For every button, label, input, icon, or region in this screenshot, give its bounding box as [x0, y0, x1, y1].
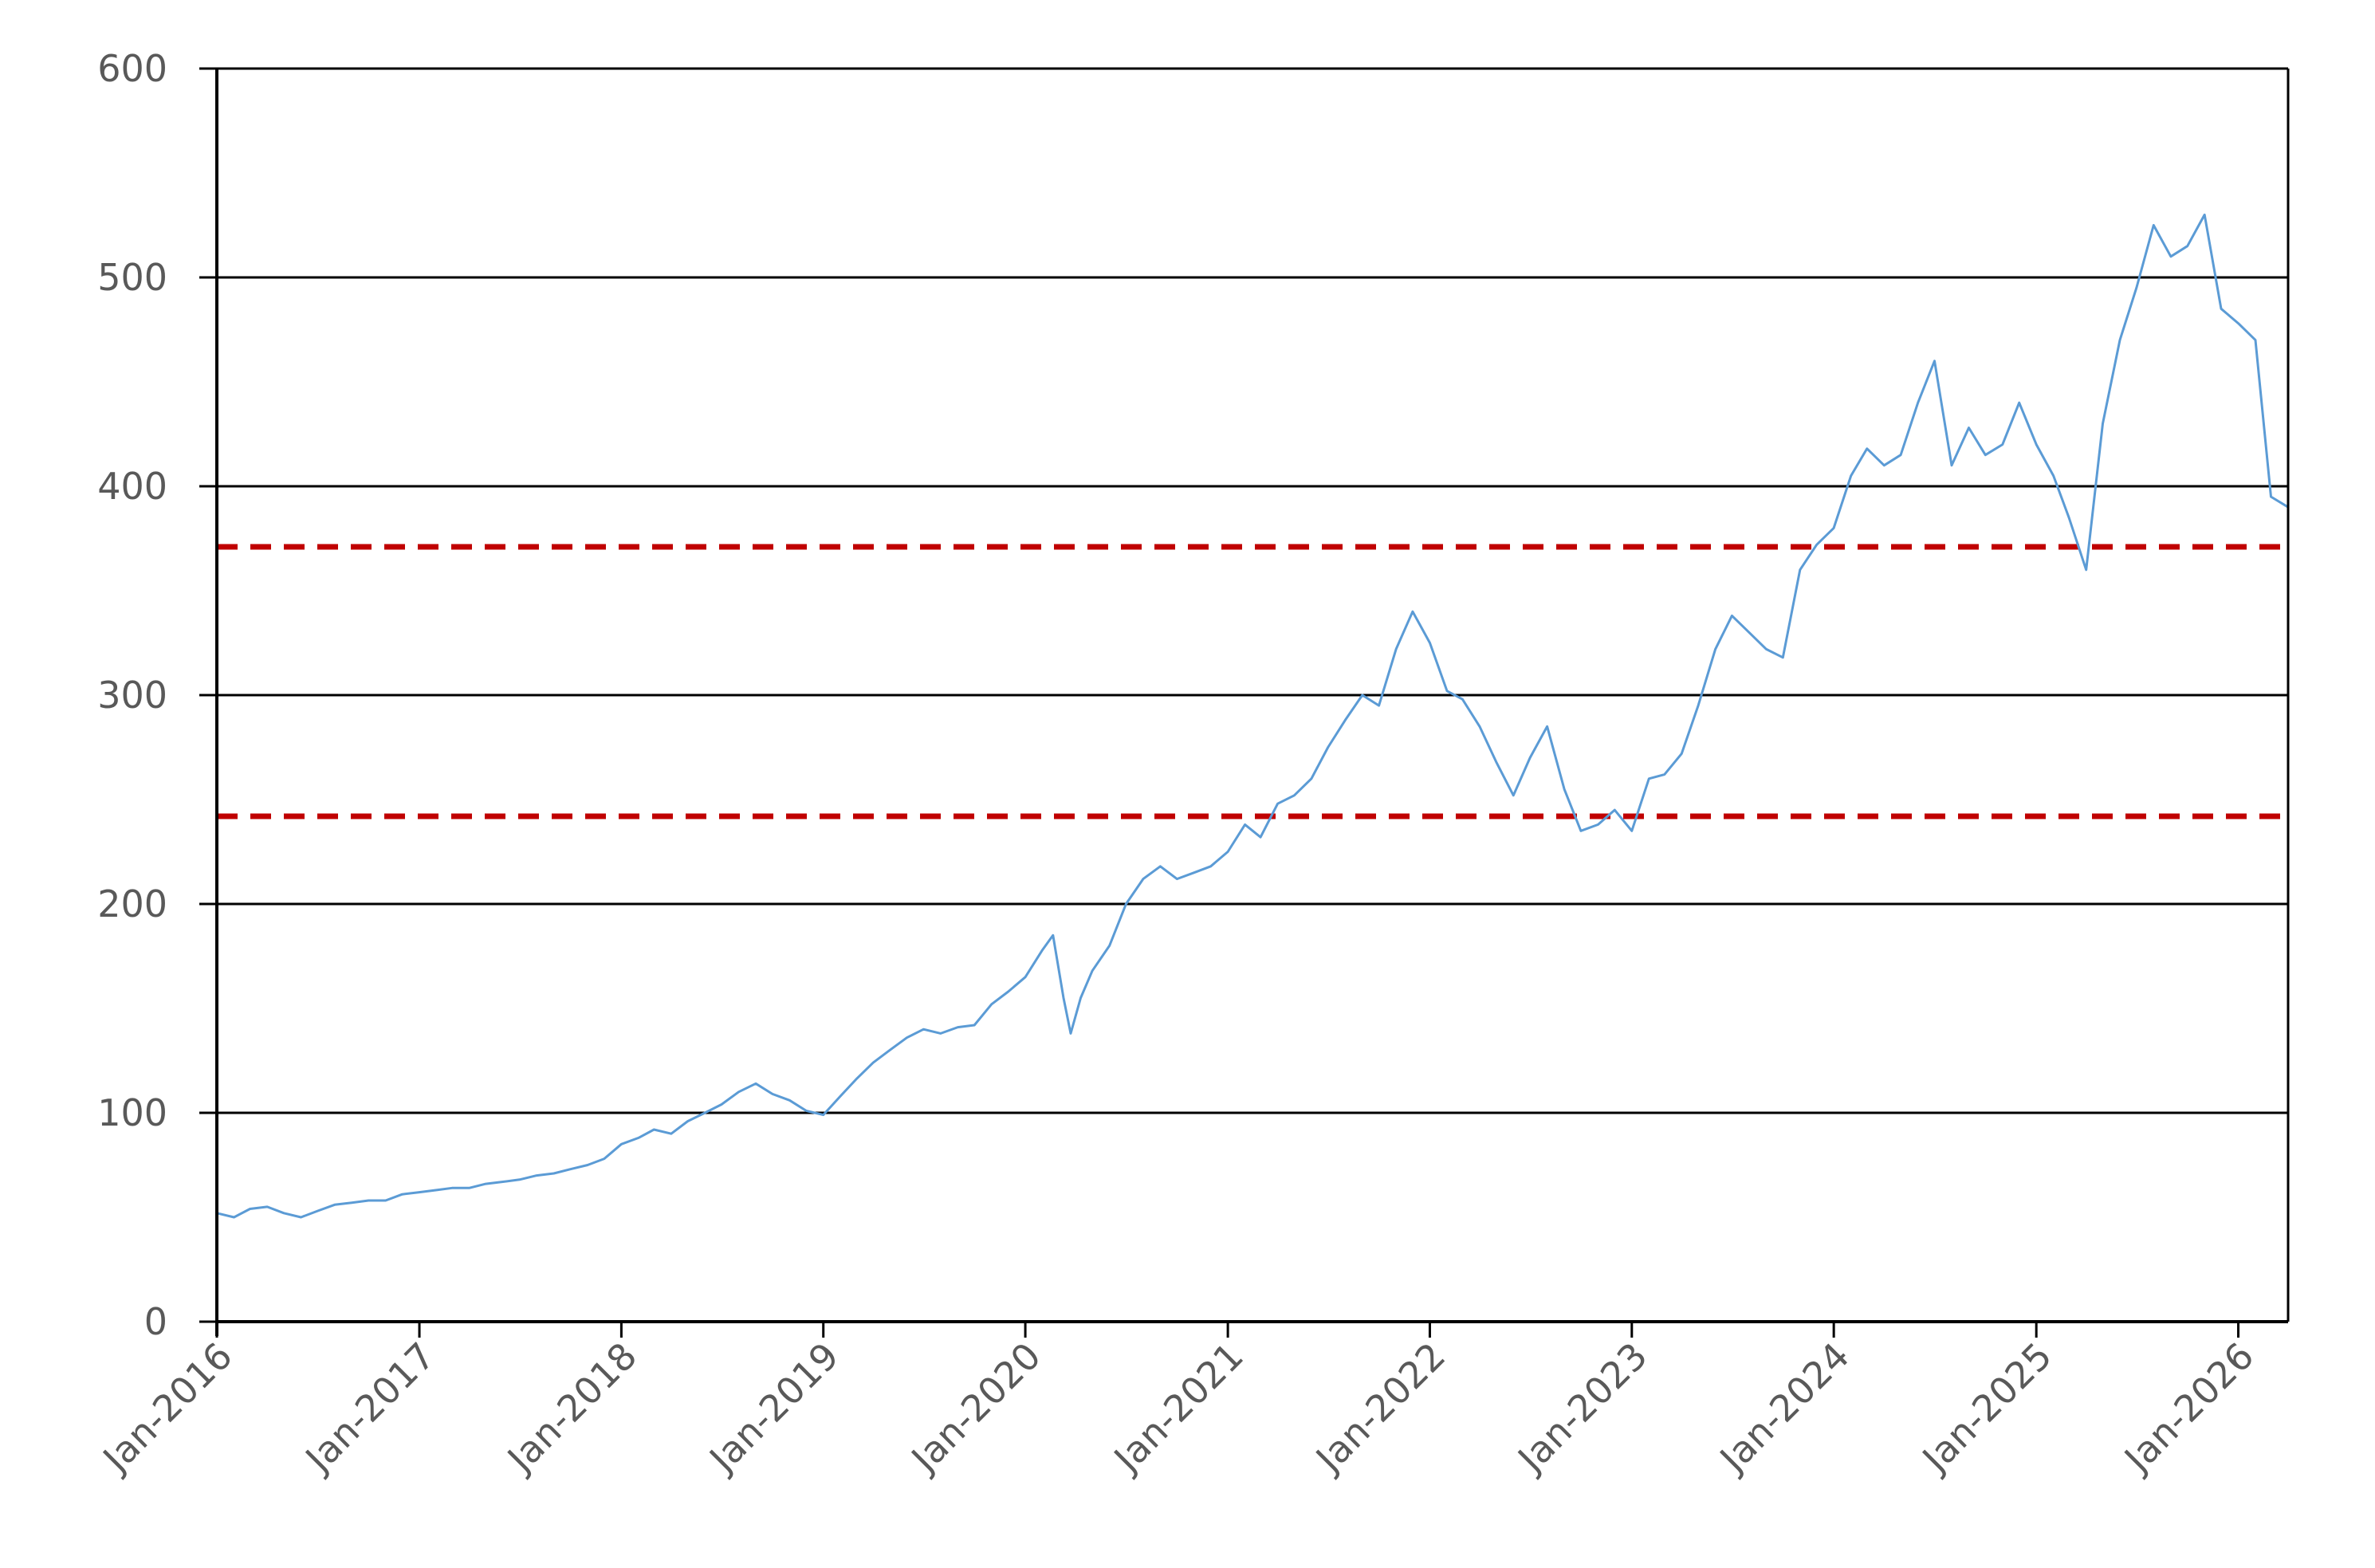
x-tick-label: Jan-2026 [2114, 1334, 2262, 1482]
y-tick-label: 400 [97, 465, 167, 508]
x-tick-labels: Jan-2016 Jan-2017 Jan-2018 Jan-2019 Jan-2020… [93, 1334, 2262, 1482]
y-tick-label: 0 [144, 1300, 167, 1343]
axes [199, 67, 2290, 1338]
y-tick-label: 300 [97, 674, 167, 717]
x-tick-label: Jan-2018 [497, 1334, 645, 1482]
x-tick-label: Jan-2022 [1306, 1334, 1453, 1482]
x-tick-label: Jan-2020 [902, 1334, 1049, 1482]
series-layer [216, 213, 2289, 1219]
y-tick-label: 500 [97, 256, 167, 299]
y-tick-label: 100 [97, 1091, 167, 1134]
gridlines [217, 67, 2288, 1114]
reference-lines [217, 544, 2288, 819]
y-tick-labels: 0 100 200 300 400 500 600 [97, 47, 167, 1343]
series-line-1 [216, 213, 2289, 1219]
x-tick-label: Jan-2021 [1104, 1334, 1252, 1482]
x-tick-label: Jan-2025 [1913, 1334, 2060, 1482]
y-tick-label: 200 [97, 882, 167, 925]
x-tick-label: Jan-2019 [700, 1334, 847, 1482]
x-tick-label: Jan-2024 [1710, 1334, 1858, 1482]
y-tick-label: 600 [97, 47, 167, 90]
x-tick-label: Jan-2016 [93, 1334, 241, 1482]
x-tick-label: Jan-2017 [296, 1334, 443, 1482]
x-tick-label: Jan-2023 [1508, 1334, 1656, 1482]
